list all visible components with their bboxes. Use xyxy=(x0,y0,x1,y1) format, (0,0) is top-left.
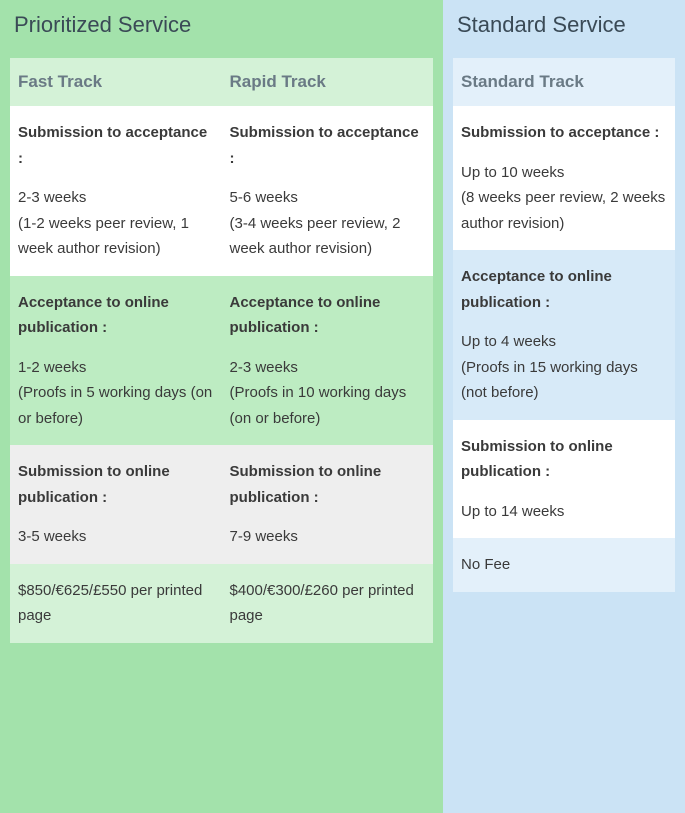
rapid-sub-pub-cell: Submission to online publication : 7-9 w… xyxy=(222,445,434,564)
std-sub-acc-cell: Submission to acceptance : Up to 10 week… xyxy=(453,106,675,250)
cell-label: Submission to acceptance : xyxy=(18,120,214,171)
cell-value: $850/€625/£550 per printed page xyxy=(18,582,202,625)
std-acc-pub-cell: Acceptance to online publication : Up to… xyxy=(453,250,675,420)
standard-service-section: Standard Service Standard Track Submissi… xyxy=(443,0,685,813)
fast-sub-pub-cell: Submission to online publication : 3-5 w… xyxy=(10,445,222,564)
cell-value: 3-5 weeks xyxy=(18,528,86,545)
cell-label: Submission to online publication : xyxy=(461,434,667,485)
rapid-sub-acc-cell: Submission to acceptance : 5-6 weeks(3-4… xyxy=(222,106,434,276)
cell-value: Up to 10 weeks(8 weeks peer review, 2 we… xyxy=(461,164,665,232)
track-header-row: Standard Track xyxy=(453,58,675,106)
cell-value: 5-6 weeks(3-4 weeks peer review, 2 week … xyxy=(230,189,401,257)
prioritized-table: Fast Track Rapid Track Submission to acc… xyxy=(10,58,433,643)
rapid-track-header: Rapid Track xyxy=(222,58,434,106)
submission-acceptance-row: Submission to acceptance : 2-3 weeks(1-2… xyxy=(10,106,433,276)
cell-label: Acceptance to online publication : xyxy=(230,290,426,341)
service-comparison: Prioritized Service Fast Track Rapid Tra… xyxy=(0,0,685,813)
cell-value: 1-2 weeks(Proofs in 5 working days (on o… xyxy=(18,359,212,427)
submission-publication-row: Submission to online publication : Up to… xyxy=(453,420,675,539)
std-price-cell: No Fee xyxy=(453,538,675,592)
rapid-acc-pub-cell: Acceptance to online publication : 2-3 w… xyxy=(222,276,434,446)
fast-sub-acc-cell: Submission to acceptance : 2-3 weeks(1-2… xyxy=(10,106,222,276)
acceptance-publication-row: Acceptance to online publication : Up to… xyxy=(453,250,675,420)
rapid-price-cell: $400/€300/£260 per printed page xyxy=(222,564,434,643)
cell-value: 2-3 weeks(1-2 weeks peer review, 1 week … xyxy=(18,189,189,257)
std-sub-pub-cell: Submission to online publication : Up to… xyxy=(453,420,675,539)
submission-acceptance-row: Submission to acceptance : Up to 10 week… xyxy=(453,106,675,250)
acceptance-publication-row: Acceptance to online publication : 1-2 w… xyxy=(10,276,433,446)
cell-value: 7-9 weeks xyxy=(230,528,298,545)
fast-price-cell: $850/€625/£550 per printed page xyxy=(10,564,222,643)
cell-label: Submission to acceptance : xyxy=(230,120,426,171)
cell-label: Submission to online publication : xyxy=(18,459,214,510)
cell-label: Submission to online publication : xyxy=(230,459,426,510)
cell-value: No Fee xyxy=(461,556,510,573)
cell-label: Acceptance to online publication : xyxy=(461,264,667,315)
fast-track-header: Fast Track xyxy=(10,58,222,106)
cell-value: Up to 14 weeks xyxy=(461,503,564,520)
track-header-row: Fast Track Rapid Track xyxy=(10,58,433,106)
cell-value: Up to 4 weeks(Proofs in 15 working days … xyxy=(461,333,638,401)
standard-table: Standard Track Submission to acceptance … xyxy=(453,58,675,592)
prioritized-title: Prioritized Service xyxy=(10,12,433,38)
prioritized-service-section: Prioritized Service Fast Track Rapid Tra… xyxy=(0,0,443,813)
price-row: No Fee xyxy=(453,538,675,592)
standard-track-header: Standard Track xyxy=(453,58,675,106)
cell-value: 2-3 weeks(Proofs in 10 working days (on … xyxy=(230,359,407,427)
cell-label: Acceptance to online publication : xyxy=(18,290,214,341)
submission-publication-row: Submission to online publication : 3-5 w… xyxy=(10,445,433,564)
cell-label: Submission to acceptance : xyxy=(461,120,667,146)
cell-value: $400/€300/£260 per printed page xyxy=(230,582,414,625)
fast-acc-pub-cell: Acceptance to online publication : 1-2 w… xyxy=(10,276,222,446)
price-row: $850/€625/£550 per printed page $400/€30… xyxy=(10,564,433,643)
standard-title: Standard Service xyxy=(453,12,675,38)
